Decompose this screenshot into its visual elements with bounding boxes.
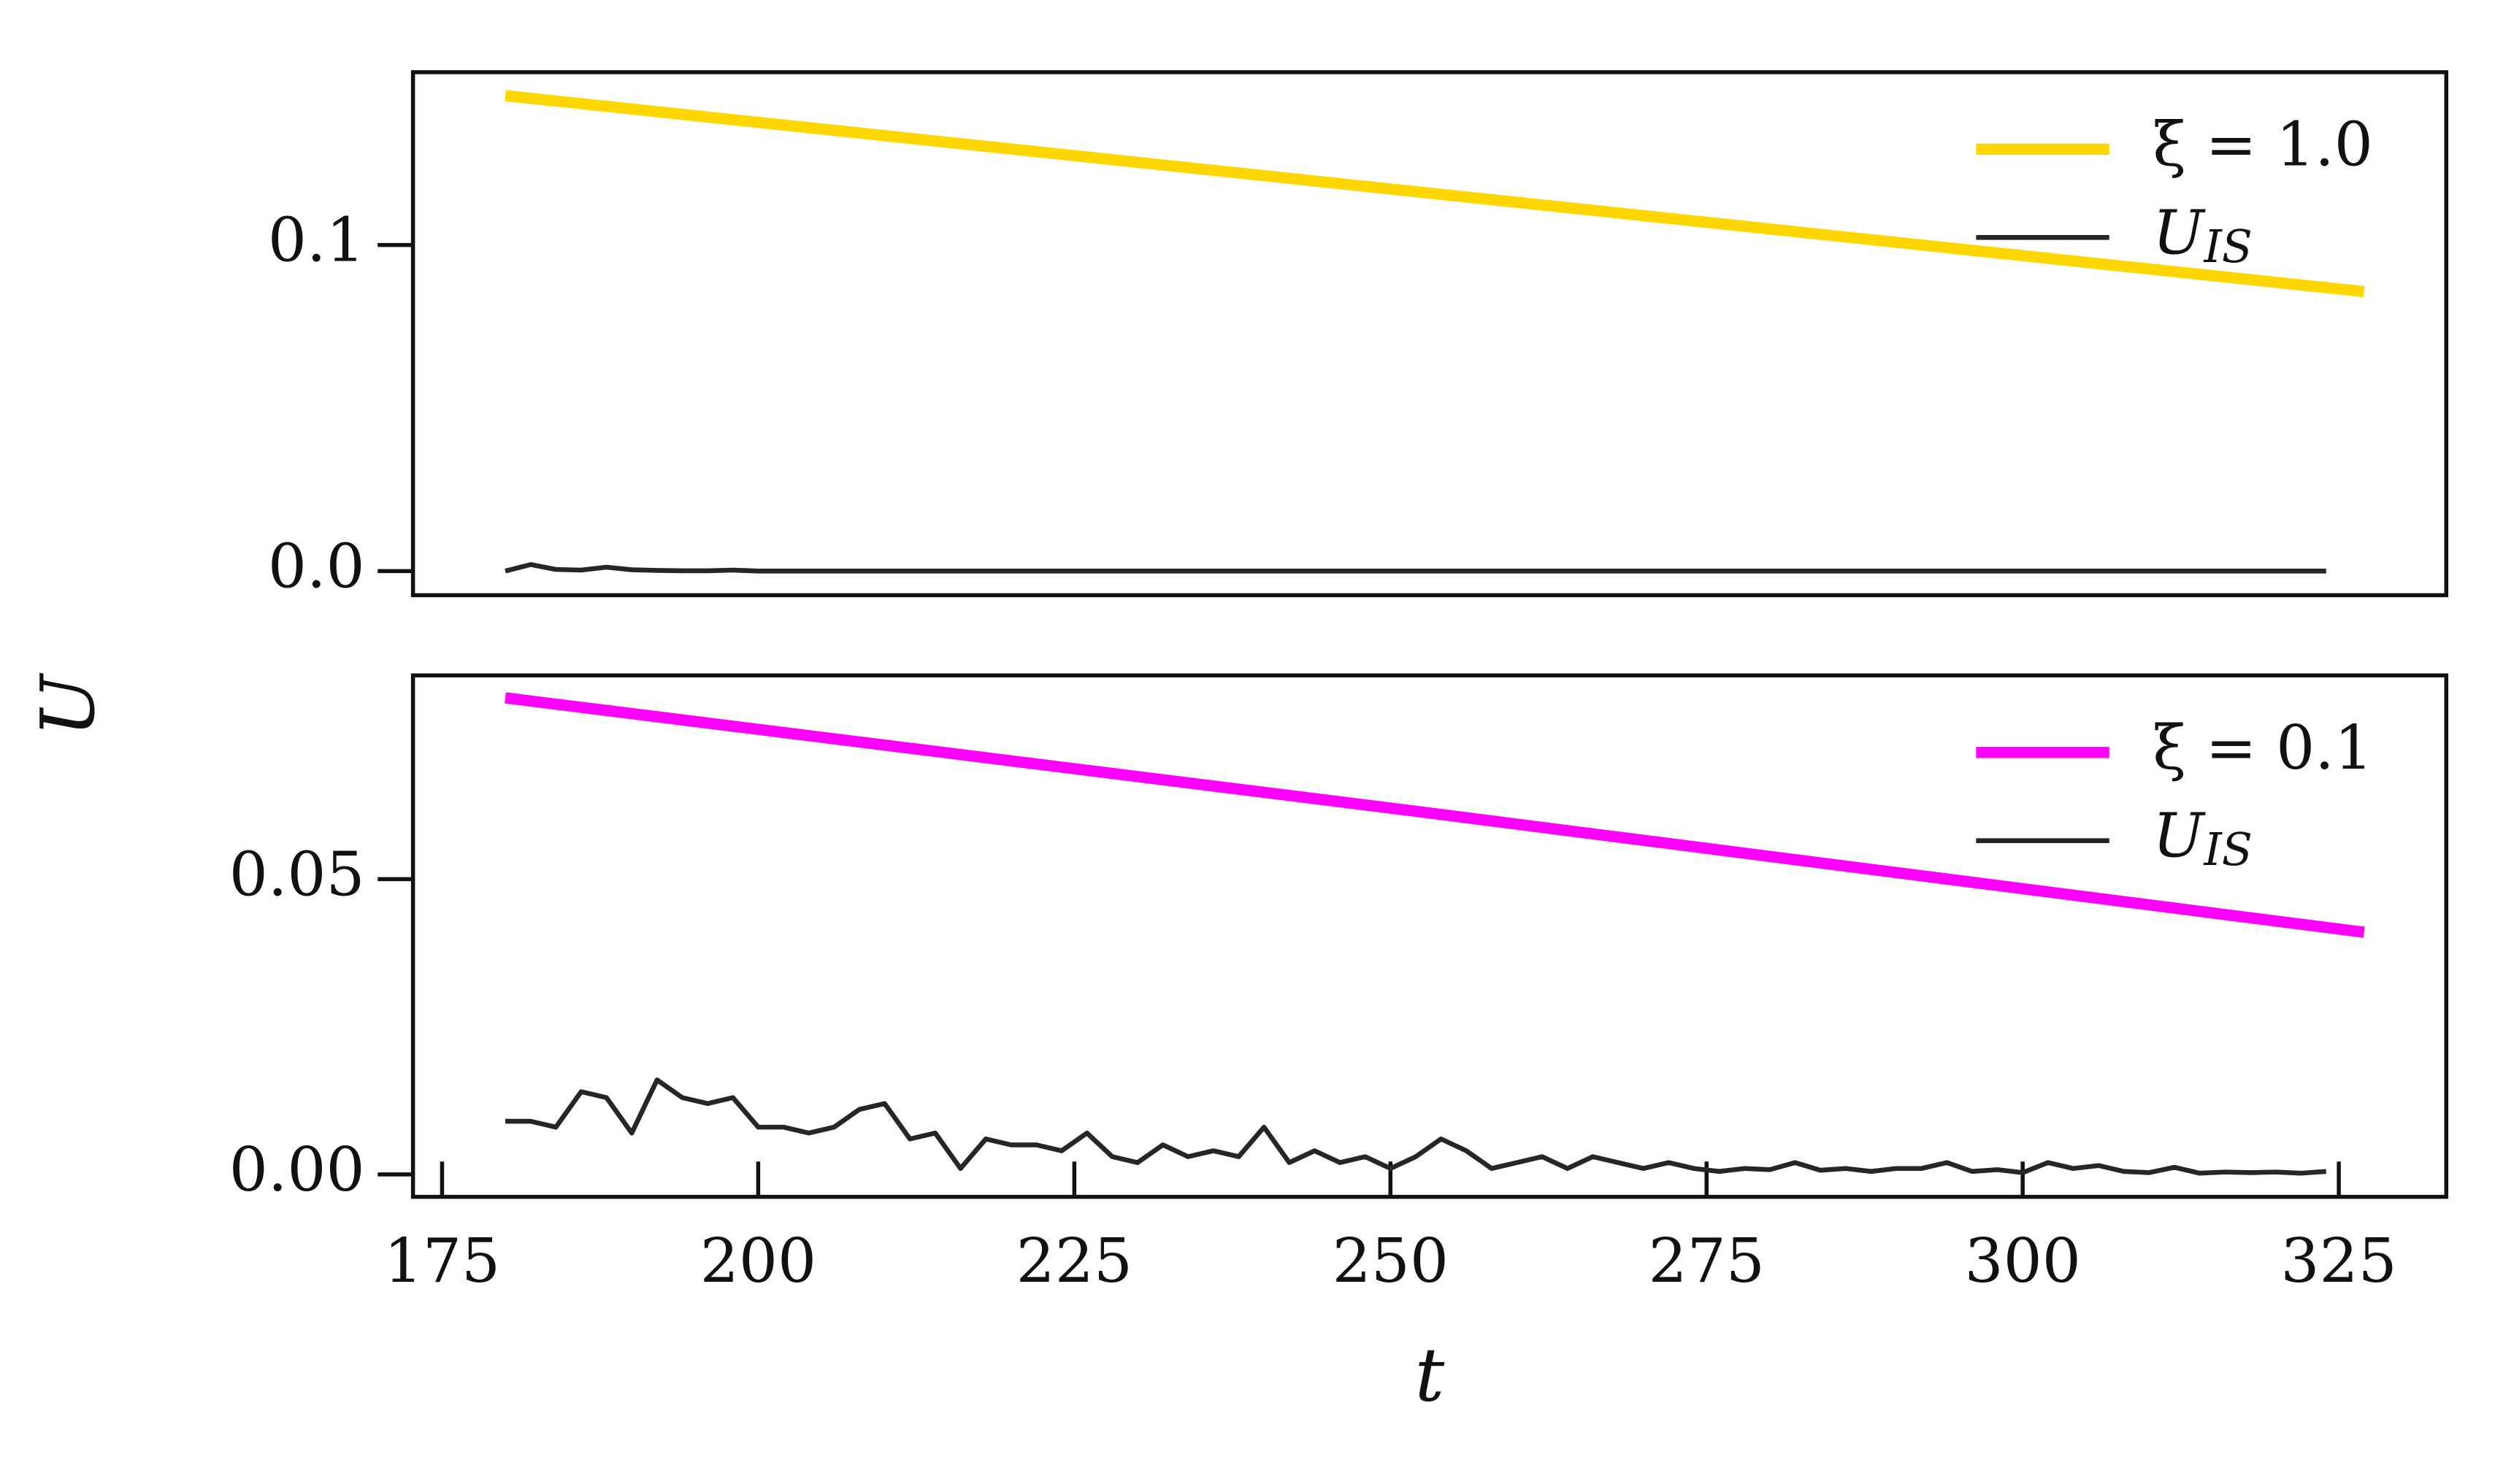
plot-frame [410,673,2449,1199]
x-tick-label: 250 [1333,1225,1449,1296]
x-tick-label: 325 [2280,1225,2396,1296]
x-tick-label: 225 [1016,1225,1132,1296]
x-tick-label: 200 [700,1225,816,1296]
plot-frame [410,70,2449,598]
legend-label: ξ = 1.0 [2153,108,2373,180]
series-line [505,1077,2327,1176]
x-axis-label: t [1415,1331,1445,1418]
series-line [505,562,2326,574]
y-tick-label: 0.05 [229,838,365,910]
y-tick-label: 0.0 [268,530,365,601]
legend-label: UIS [2153,800,2253,877]
x-tick-label: 175 [384,1225,500,1296]
legend-label: ξ = 0.1 [2153,712,2373,783]
legend-label: UIS [2153,196,2253,273]
x-tick-label: 300 [1964,1225,2080,1296]
series-line [505,90,2365,298]
y-tick-label: 0.1 [268,204,365,276]
series-line [505,692,2365,938]
y-axis-label: U [25,673,111,737]
x-tick-label: 275 [1649,1225,1765,1296]
y-tick-label: 0.00 [229,1134,365,1205]
